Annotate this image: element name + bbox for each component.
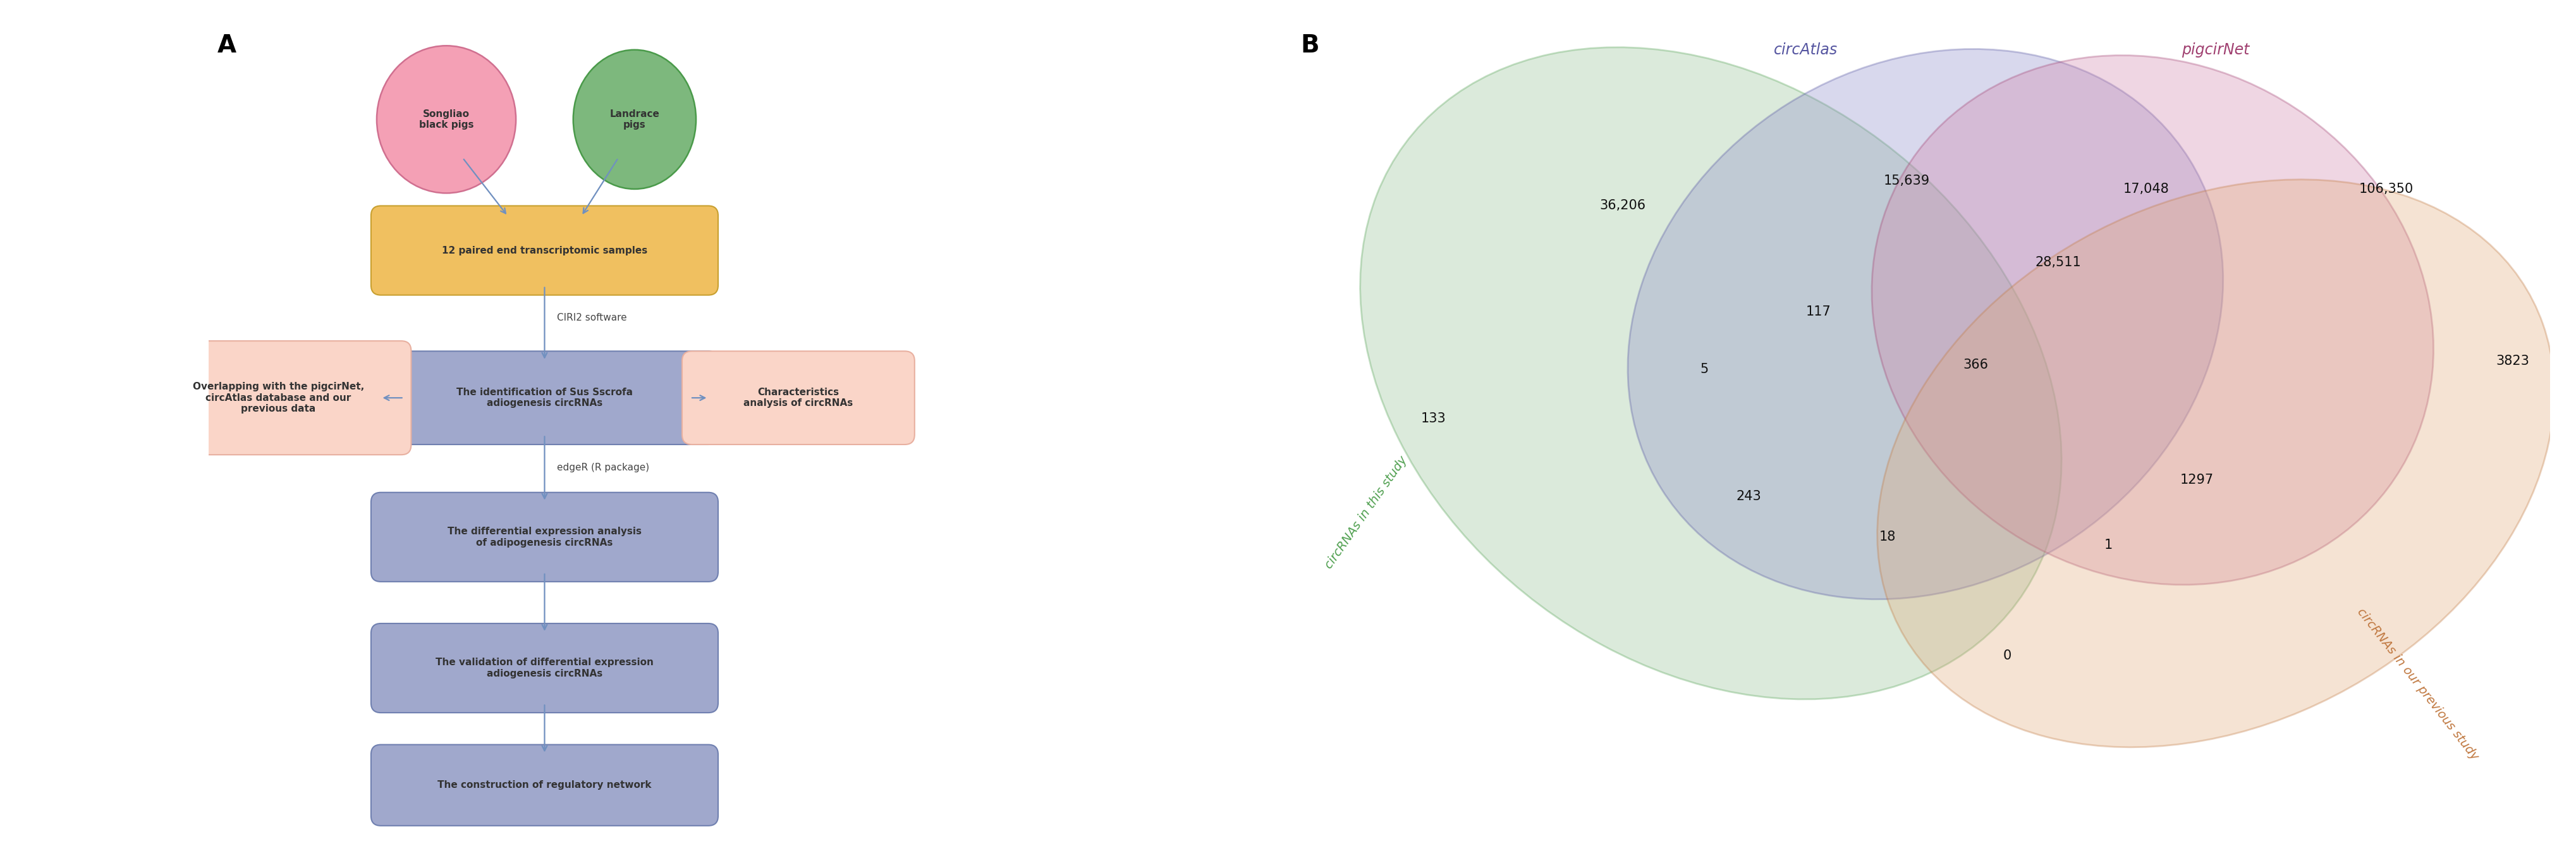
Text: 117: 117 bbox=[1806, 305, 1832, 318]
FancyBboxPatch shape bbox=[371, 351, 719, 444]
Text: edgeR (R package): edgeR (R package) bbox=[556, 462, 649, 473]
Text: 12 paired end transcriptomic samples: 12 paired end transcriptomic samples bbox=[440, 246, 647, 255]
Text: A: A bbox=[216, 33, 237, 57]
Text: 0: 0 bbox=[2004, 649, 2012, 662]
Text: 15,639: 15,639 bbox=[1883, 175, 1929, 187]
Text: 1: 1 bbox=[2105, 539, 2112, 552]
Ellipse shape bbox=[574, 49, 696, 189]
Text: pigcirNet: pigcirNet bbox=[2182, 43, 2249, 57]
Text: 17,048: 17,048 bbox=[2123, 183, 2169, 195]
Text: Songliao
black pigs: Songliao black pigs bbox=[420, 109, 474, 130]
Text: B: B bbox=[1301, 33, 1319, 57]
Text: The construction of regulatory network: The construction of regulatory network bbox=[438, 780, 652, 790]
Text: 36,206: 36,206 bbox=[1600, 199, 1646, 212]
Text: 5: 5 bbox=[1700, 363, 1708, 375]
Text: circRNAs in this study: circRNAs in this study bbox=[1324, 454, 1409, 571]
Text: 243: 243 bbox=[1736, 490, 1762, 502]
Text: 1297: 1297 bbox=[2179, 473, 2213, 486]
FancyBboxPatch shape bbox=[371, 206, 719, 295]
FancyBboxPatch shape bbox=[371, 745, 719, 826]
Ellipse shape bbox=[1878, 179, 2555, 747]
Ellipse shape bbox=[376, 46, 515, 193]
Text: 3823: 3823 bbox=[2496, 355, 2530, 368]
Text: 28,511: 28,511 bbox=[2035, 257, 2081, 269]
Text: The differential expression analysis
of adipogenesis circRNAs: The differential expression analysis of … bbox=[448, 527, 641, 548]
Text: The validation of differential expression
adiogenesis circRNAs: The validation of differential expressio… bbox=[435, 658, 654, 678]
Text: Overlapping with the pigcirNet,
circAtlas database and our
previous data: Overlapping with the pigcirNet, circAtla… bbox=[193, 382, 363, 414]
Ellipse shape bbox=[1360, 47, 2061, 699]
FancyBboxPatch shape bbox=[683, 351, 914, 444]
Text: 133: 133 bbox=[1419, 412, 1445, 425]
Text: CIRI2 software: CIRI2 software bbox=[556, 313, 626, 322]
Text: Landrace
pigs: Landrace pigs bbox=[611, 109, 659, 130]
Ellipse shape bbox=[1628, 49, 2223, 600]
Text: The identification of Sus Sscrofa
adiogenesis circRNAs: The identification of Sus Sscrofa adioge… bbox=[456, 387, 634, 408]
FancyBboxPatch shape bbox=[371, 492, 719, 582]
Ellipse shape bbox=[1873, 55, 2434, 585]
FancyBboxPatch shape bbox=[147, 341, 412, 455]
FancyBboxPatch shape bbox=[371, 624, 719, 713]
Text: 106,350: 106,350 bbox=[2360, 183, 2414, 195]
Text: 18: 18 bbox=[1880, 531, 1896, 543]
Text: Characteristics
analysis of circRNAs: Characteristics analysis of circRNAs bbox=[744, 387, 853, 408]
Text: circAtlas: circAtlas bbox=[1772, 43, 1837, 57]
Text: circRNAs in our previous study: circRNAs in our previous study bbox=[2354, 606, 2481, 763]
Text: 366: 366 bbox=[1963, 359, 1989, 371]
